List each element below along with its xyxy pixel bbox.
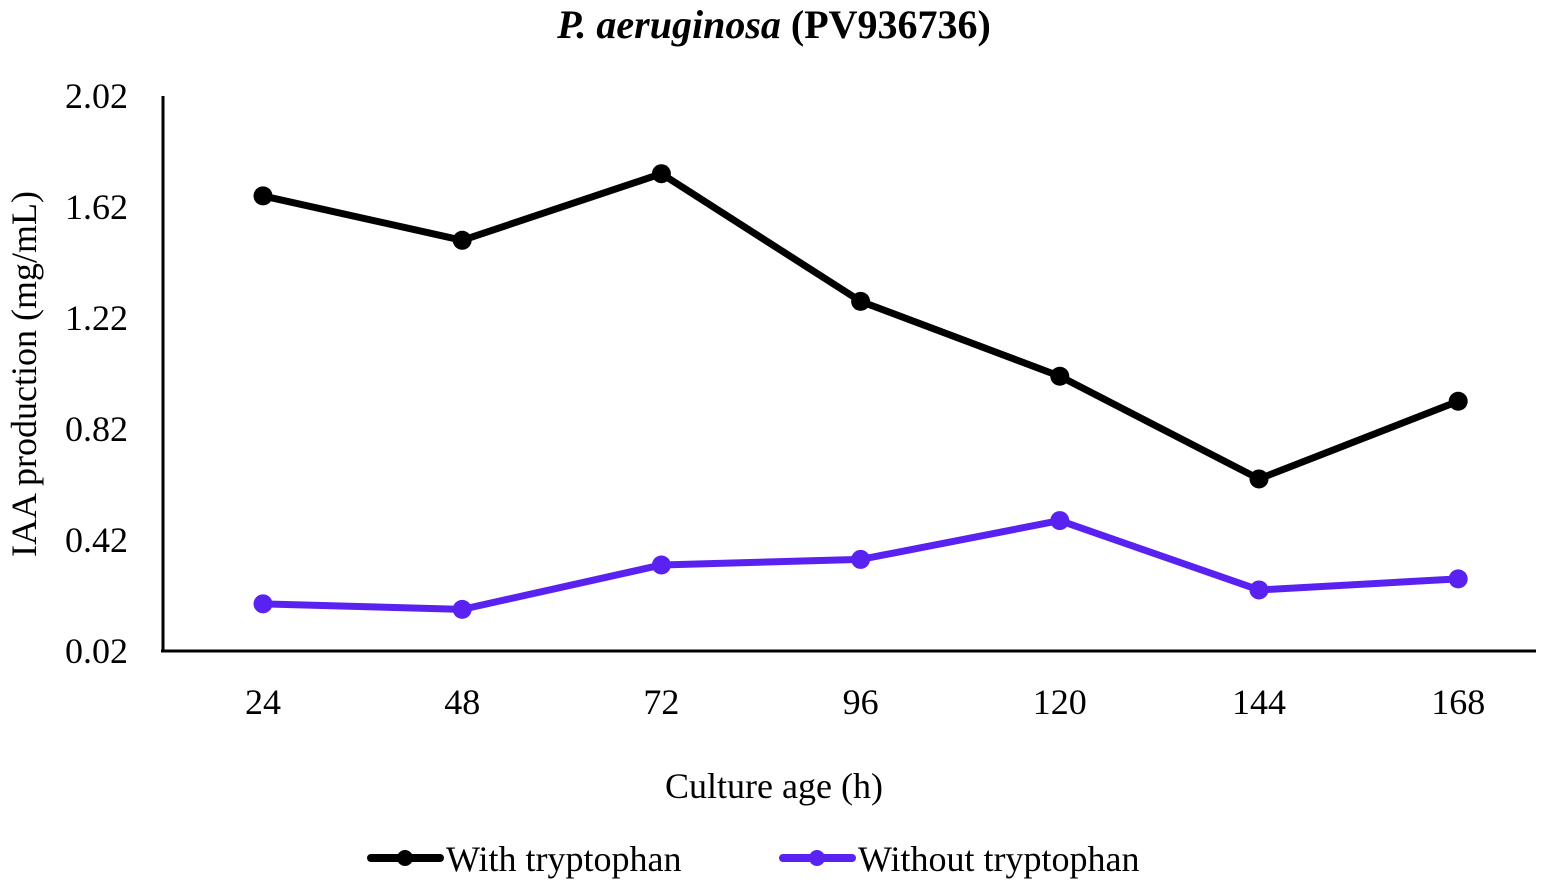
legend-marker-without-tryptophan (809, 850, 825, 866)
y-tick-label: 2.02 (65, 76, 128, 116)
y-tick-label: 0.02 (65, 631, 128, 671)
data-point-without-tryptophan (1050, 511, 1070, 531)
series-line-with-tryptophan (262, 170, 1460, 483)
data-point-without-tryptophan (452, 599, 472, 619)
data-point-with-tryptophan (253, 186, 273, 206)
series-with-tryptophan (253, 164, 1468, 489)
legend-label-without-tryptophan: Without tryptophan (858, 839, 1140, 879)
y-tick-labels: 0.02 0.42 0.82 1.22 1.62 2.02 (65, 76, 128, 671)
legend-item-without-tryptophan: Without tryptophan (779, 839, 1140, 879)
legend-item-with-tryptophan: With tryptophan (367, 839, 682, 879)
data-point-without-tryptophan (1249, 580, 1269, 600)
series-without-tryptophan (253, 511, 1468, 619)
x-tick-label: 144 (1232, 682, 1286, 722)
x-tick-label: 72 (643, 682, 679, 722)
y-tick-label: 1.22 (65, 298, 128, 338)
y-tick-label: 1.62 (65, 187, 128, 227)
chart-title-italic: P. aeruginosa (556, 2, 781, 47)
y-axis-label: IAA production (mg/mL) (4, 191, 44, 557)
data-point-with-tryptophan (851, 291, 871, 311)
y-tick-label: 0.82 (65, 409, 128, 449)
data-point-with-tryptophan (1448, 391, 1468, 411)
x-tick-labels: 24 48 72 96 120 144 168 (245, 682, 1485, 722)
data-point-without-tryptophan (1448, 569, 1468, 589)
data-point-without-tryptophan (851, 549, 871, 569)
x-tick-label: 24 (245, 682, 281, 722)
y-tick-label: 0.42 (65, 520, 128, 560)
x-tick-label: 96 (843, 682, 879, 722)
chart-title: P. aeruginosa (PV936736) (556, 2, 991, 47)
data-point-with-tryptophan (1249, 469, 1269, 489)
data-point-with-tryptophan (452, 230, 472, 250)
x-tick-label: 120 (1033, 682, 1087, 722)
chart-title-rest: (PV936736) (781, 2, 991, 47)
x-tick-label: 168 (1431, 682, 1485, 722)
data-point-without-tryptophan (253, 594, 273, 614)
legend-marker-with-tryptophan (397, 850, 413, 866)
data-point-with-tryptophan (1050, 366, 1070, 386)
data-point-with-tryptophan (651, 164, 671, 184)
data-point-without-tryptophan (651, 555, 671, 575)
x-axis-label: Culture age (h) (665, 766, 883, 806)
x-tick-label: 48 (444, 682, 480, 722)
series-group (253, 164, 1468, 619)
legend-label-with-tryptophan: With tryptophan (446, 839, 682, 879)
legend: With tryptophan Without tryptophan (367, 839, 1140, 879)
